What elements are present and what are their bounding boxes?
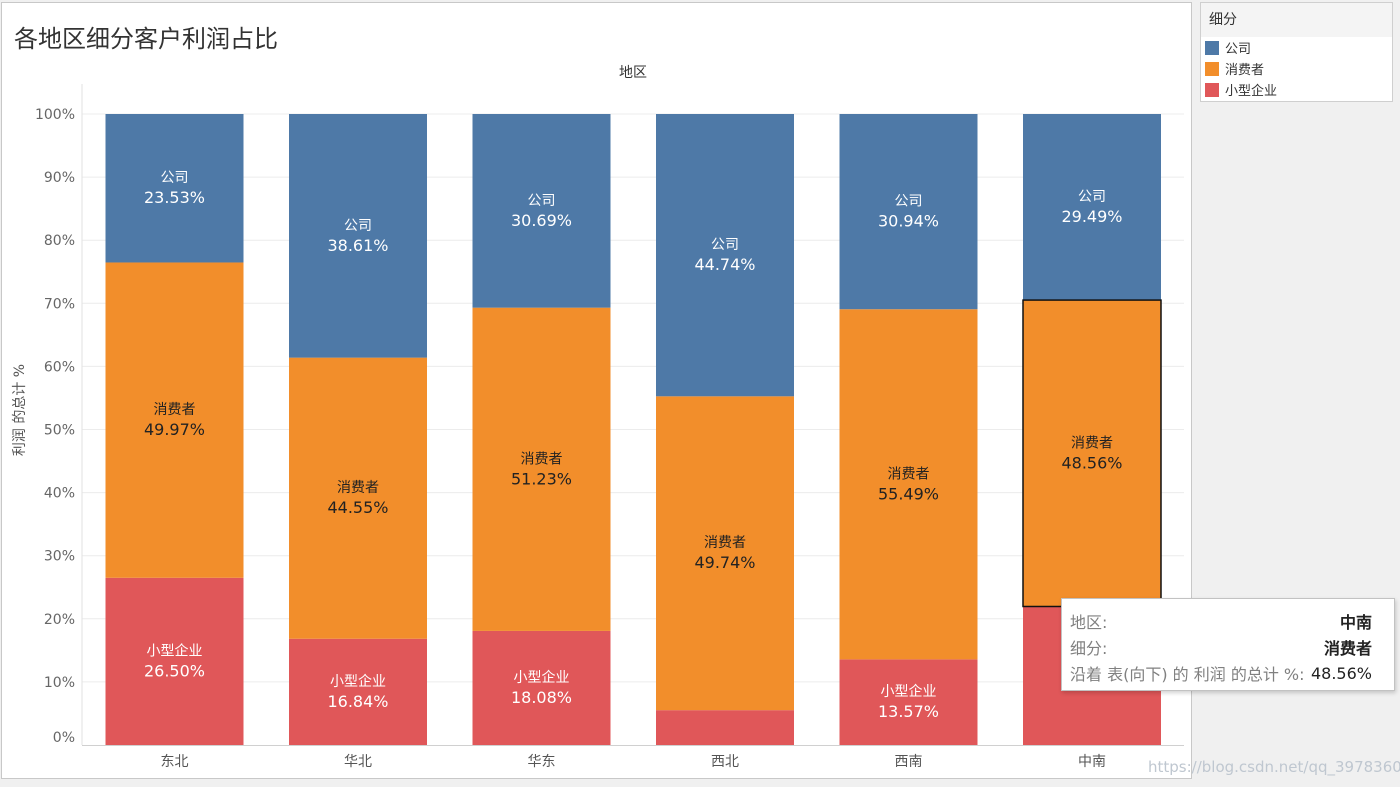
bar-4-2[interactable] — [839, 114, 978, 310]
data-label-series: 公司 — [528, 193, 556, 209]
y-tick-label: 50% — [44, 423, 75, 439]
tooltip-value-segment: 消费者 — [1323, 639, 1372, 658]
data-label-value: 44.74% — [694, 255, 755, 274]
x-tick-label: 中南 — [1078, 754, 1106, 770]
data-label-value: 13.57% — [878, 702, 939, 721]
data-label-series: 消费者 — [337, 480, 379, 496]
bar-2-1[interactable] — [472, 307, 611, 631]
data-label-series: 小型企业 — [514, 669, 570, 686]
bar-4-0[interactable] — [839, 659, 978, 745]
bar-2-0[interactable] — [472, 630, 611, 745]
bars — [105, 114, 1161, 745]
data-label-value: 38.61% — [327, 236, 388, 255]
x-tick-label: 华东 — [528, 754, 556, 770]
tooltip-value-region: 中南 — [1339, 613, 1372, 632]
bar-3-2[interactable] — [656, 114, 794, 397]
legend-item-consumer[interactable]: 消费者 — [1201, 58, 1392, 79]
tooltip-label-segment: 细分: — [1070, 639, 1108, 658]
data-label-series: 小型企业 — [881, 683, 937, 700]
gridlines — [82, 113, 1184, 683]
data-label-series: 小型企业 — [147, 642, 203, 659]
legend-label-company: 公司 — [1225, 42, 1252, 57]
legend-swatch-consumer — [1205, 61, 1219, 76]
data-label-value: 23.53% — [144, 188, 205, 207]
data-label-value: 30.94% — [878, 212, 939, 231]
bar-4-1[interactable] — [839, 309, 978, 660]
data-label-series: 消费者 — [1071, 435, 1113, 451]
data-label-series: 公司 — [1078, 189, 1106, 205]
data-labels: 小型企业 26.50% 消费者 49.97% 公司 23.53% 小型企业 16.84% 消费者… — [144, 170, 1162, 721]
y-tick-label: 20% — [44, 612, 75, 628]
data-label-series: 消费者 — [888, 466, 930, 482]
legend-label-small-business: 小型企业 — [1225, 84, 1278, 99]
data-label-series: 公司 — [895, 194, 923, 210]
tooltip-label-region: 地区: — [1070, 613, 1108, 632]
data-label-value: 48.56% — [1061, 453, 1122, 472]
x-tick-label: 华北 — [344, 754, 372, 770]
data-label-value: 51.23% — [511, 469, 572, 488]
data-label-value: 55.49% — [878, 484, 939, 503]
bar-1-2[interactable] — [289, 114, 427, 358]
y-tick-label: 100% — [35, 107, 75, 123]
data-label-value: 44.55% — [327, 498, 388, 517]
data-label-value: 30.69% — [511, 211, 572, 230]
legend-swatch-small-business — [1205, 82, 1219, 97]
bar-2-2[interactable] — [472, 114, 611, 308]
x-tick-label: 西南 — [895, 754, 923, 770]
y-tick-label: 30% — [44, 549, 75, 565]
bar-5-2[interactable] — [1023, 114, 1161, 301]
y-tick-label: 60% — [44, 359, 75, 375]
data-label-series: 小型企业 — [330, 673, 386, 690]
legend-label-consumer: 消费者 — [1225, 63, 1265, 78]
tooltip-value-percent: 48.56% — [1310, 663, 1372, 683]
y-tick-label: 90% — [44, 170, 75, 186]
tooltip: 地区: 中南 细分: 消费者 沿着 表(向下) 的 利润 的总计 %: 48.5… — [1061, 598, 1395, 691]
data-label-value: 26.50% — [144, 661, 205, 680]
x-tick-label: 西北 — [711, 754, 739, 770]
y-tick-label: 40% — [44, 486, 75, 502]
data-label-series: 公司 — [711, 237, 739, 253]
y-tick-label: 10% — [44, 675, 75, 691]
legend-item-small-business[interactable]: 小型企业 — [1201, 79, 1392, 100]
tooltip-row-percent: 沿着 表(向下) 的 利润 的总计 %: 48.56% — [1070, 660, 1386, 686]
watermark: https://blog.csdn.net/qq_39783601 — [1148, 758, 1400, 776]
tooltip-row-region: 地区: 中南 — [1070, 608, 1386, 634]
data-label-series: 公司 — [344, 218, 372, 234]
data-label-value: 49.74% — [694, 553, 755, 572]
data-label-value: 16.84% — [327, 692, 388, 711]
tooltip-row-segment: 细分: 消费者 — [1070, 634, 1386, 660]
bar-0-1[interactable] — [105, 262, 244, 578]
legend-item-company[interactable]: 公司 — [1201, 37, 1392, 58]
x-axis-title: 地区 — [619, 65, 647, 81]
x-tick-label: 东北 — [161, 754, 189, 770]
data-label-series: 消费者 — [154, 402, 196, 418]
legend: 细分 公司 消费者 小型企业 — [1200, 2, 1393, 102]
bar-3-1[interactable] — [656, 396, 794, 711]
data-label-value: 49.97% — [144, 420, 205, 439]
bar-0-2[interactable] — [105, 114, 244, 263]
data-label-series: 消费者 — [521, 451, 563, 467]
y-tick-label: 80% — [44, 233, 75, 249]
data-label-series: 消费者 — [704, 535, 746, 551]
tooltip-label-percent: 沿着 表(向下) 的 利润 的总计 %: — [1070, 665, 1305, 684]
legend-title: 细分 — [1201, 3, 1392, 37]
bar-5-1[interactable] — [1023, 300, 1161, 607]
y-tick-label: 0% — [53, 730, 75, 746]
data-label-value: 18.08% — [511, 688, 572, 707]
bar-1-0[interactable] — [289, 638, 427, 745]
bar-3-0[interactable] — [656, 710, 794, 745]
y-axis-title: 利润 的总计 % — [12, 364, 28, 456]
data-label-value: 29.49% — [1061, 207, 1122, 226]
y-tick-label: 70% — [44, 296, 75, 312]
chart-title: 各地区细分客户利润占比 — [14, 25, 278, 53]
data-label-series: 公司 — [161, 170, 189, 186]
bar-1-1[interactable] — [289, 357, 427, 639]
legend-swatch-company — [1205, 40, 1219, 55]
bar-0-0[interactable] — [105, 577, 244, 745]
